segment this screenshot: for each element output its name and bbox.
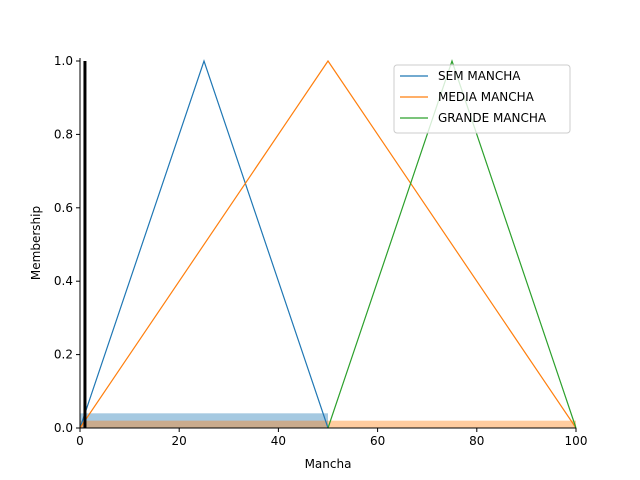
legend-box — [393, 64, 571, 134]
x-axis-label: Mancha — [305, 457, 352, 471]
x-tick-label: 40 — [271, 434, 286, 448]
x-tick-label: 0 — [76, 434, 84, 448]
legend-label-media-mancha: MEDIA MANCHA — [438, 90, 535, 104]
series-lines — [79, 59, 577, 429]
x-tick-label: 80 — [469, 434, 484, 448]
y-tick-label: 0.6 — [54, 201, 73, 215]
activation-fills — [80, 413, 576, 428]
activation-fill-sem-mancha — [80, 413, 328, 428]
activation-fill-media-mancha — [80, 420, 576, 428]
series-line-sem-mancha — [79, 59, 329, 429]
x-tick-label: 60 — [370, 434, 385, 448]
y-ticks: 0.0 0.2 0.4 0.6 0.8 1.0 — [54, 54, 80, 435]
y-tick-label: 0.8 — [54, 127, 73, 141]
y-tick-label: 0.4 — [54, 274, 73, 288]
y-axis-label: Membership — [29, 206, 43, 280]
legend-label-sem-mancha: SEM MANCHA — [438, 69, 521, 83]
y-tick-label: 0.0 — [54, 421, 73, 435]
x-ticks: 0 20 40 60 80 100 — [76, 428, 587, 448]
axes — [79, 58, 576, 429]
series-line-grande-mancha — [327, 59, 577, 429]
x-tick-label: 100 — [565, 434, 588, 448]
legend-label-grande-mancha: GRANDE MANCHA — [438, 111, 547, 125]
y-tick-label: 0.2 — [54, 348, 73, 362]
y-tick-label: 1.0 — [54, 54, 73, 68]
legend: SEM MANCHA MEDIA MANCHA GRANDE MANCHA — [393, 64, 571, 134]
series-line-media-mancha — [79, 59, 577, 429]
x-tick-label: 20 — [172, 434, 187, 448]
